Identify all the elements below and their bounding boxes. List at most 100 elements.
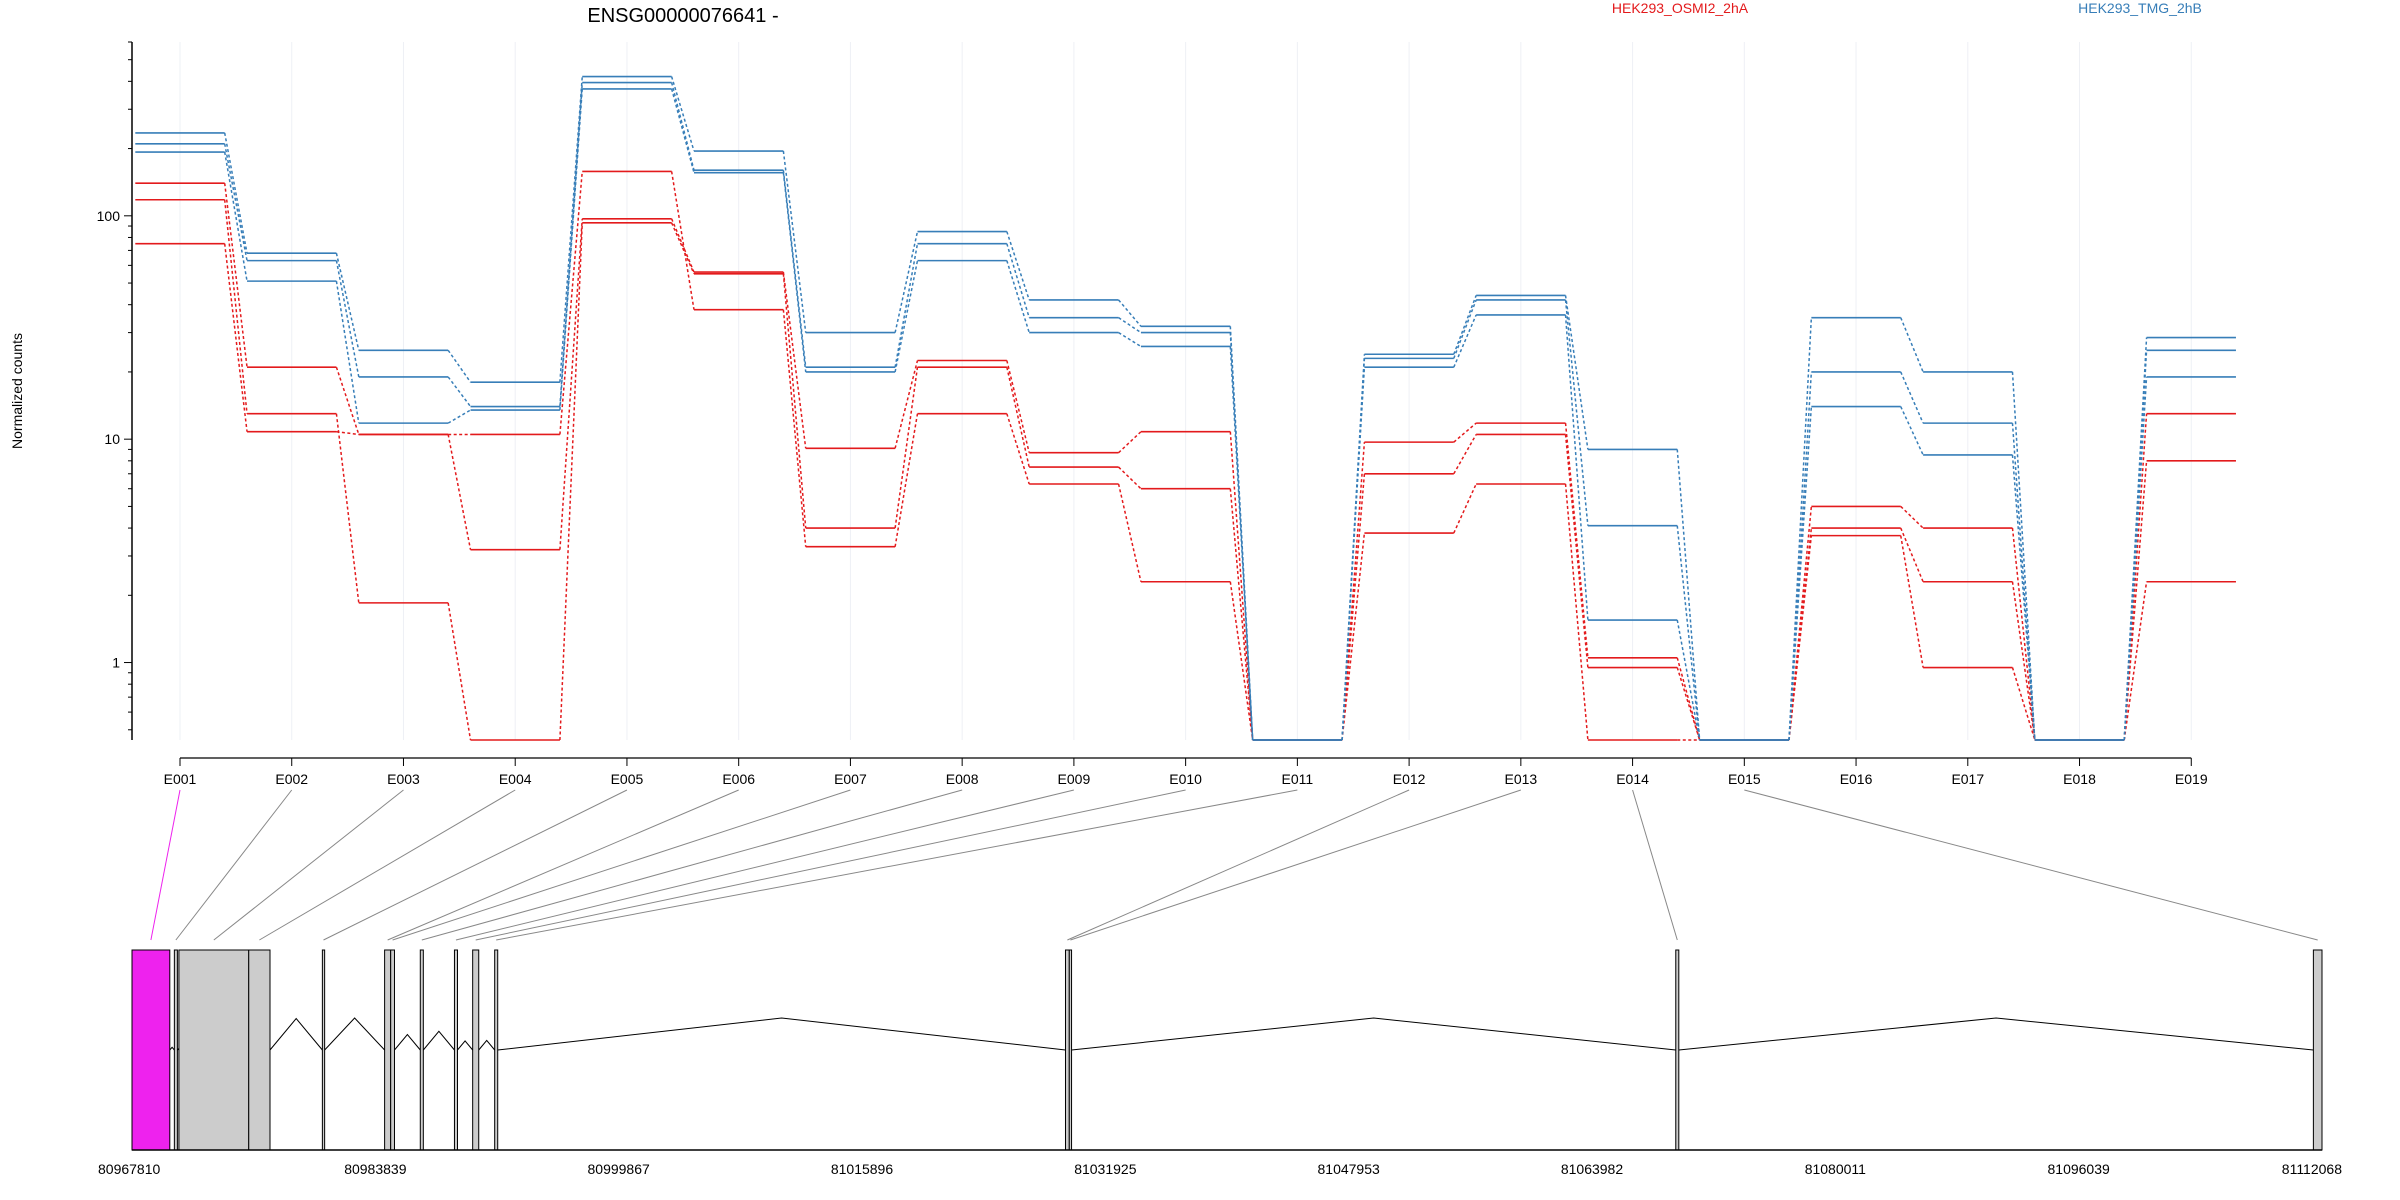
exon-connector xyxy=(1070,789,1522,941)
exon-count-connector xyxy=(1900,371,1924,424)
exon-count-connector xyxy=(1453,299,1477,359)
exon-box xyxy=(390,949,395,1151)
intron-line xyxy=(1678,1017,2314,1051)
genomic-axis: 80967810 80983839 80999867 81015896 81031925… xyxy=(98,1149,2342,1177)
exon-tick-label: E003 xyxy=(387,771,420,787)
exon-connector xyxy=(455,789,1075,941)
genomic-tick-label: 81015896 xyxy=(831,1161,894,1177)
exon-count-connector xyxy=(1453,295,1477,355)
exon-tick-label: E016 xyxy=(1840,771,1873,787)
exon-count-connector xyxy=(1900,527,1924,583)
genomic-tick-label: 80999867 xyxy=(588,1161,651,1177)
exon-count-connector xyxy=(223,183,248,368)
exon-box xyxy=(453,949,458,1151)
exon-count-connector xyxy=(335,281,360,424)
exon-connector xyxy=(323,789,628,941)
exon-count-connector xyxy=(2011,371,2036,741)
y-axis-label: Normalized counts xyxy=(9,333,25,449)
exon-boxes xyxy=(131,949,2323,1151)
exon-count-connector xyxy=(670,222,695,275)
legend-entry: HEK293_OSMI2_2hA xyxy=(1612,0,1749,16)
exon-connector xyxy=(421,789,963,941)
exon-count-connector xyxy=(1900,505,1924,529)
exon-count-connector xyxy=(1453,483,1477,534)
exon-connector xyxy=(1632,789,1678,941)
intron-line xyxy=(1071,1017,1676,1051)
exon-box xyxy=(472,949,480,1151)
exon-count-connector xyxy=(1118,317,1142,334)
exon-count-connector xyxy=(335,260,360,378)
gene-model-panel: 80967810 80983839 80999867 81015896 81031925… xyxy=(98,949,2342,1177)
exon-count-connector xyxy=(447,602,472,741)
exon-count-connector xyxy=(894,360,919,449)
exon-count-connector xyxy=(670,82,695,171)
exon-count-connector xyxy=(223,132,248,254)
intron-line xyxy=(324,1017,385,1051)
exon-tick-label: E019 xyxy=(2175,771,2208,787)
exon-count-connector xyxy=(1117,483,1142,582)
y-axis: 1 10 100 xyxy=(97,41,133,740)
exon-count-connector xyxy=(1788,317,1813,741)
exon-count-connector xyxy=(1118,299,1142,327)
exon-count-connector xyxy=(1006,413,1030,485)
exon-count-connector xyxy=(670,171,695,310)
exon-count-connector xyxy=(1341,473,1366,741)
legend-entry: HEK293_TMG_2hB xyxy=(2078,0,2202,16)
exon-count-connector xyxy=(2011,581,2036,741)
exon-count-connector xyxy=(1453,314,1477,368)
genomic-tick-label: 81063982 xyxy=(1561,1161,1624,1177)
exon-tick-label: E008 xyxy=(946,771,979,787)
exon-count-connector xyxy=(559,222,584,741)
y-tick-label: 1 xyxy=(112,655,120,671)
exon-count-connector xyxy=(335,253,360,351)
exon-count-connector xyxy=(1341,532,1366,741)
exon-box xyxy=(131,949,171,1151)
exon-count-connector xyxy=(894,231,919,333)
exon-connector xyxy=(392,789,851,941)
exon-box xyxy=(384,949,392,1151)
exon-connectors xyxy=(150,789,2318,941)
exon-connector xyxy=(150,789,181,941)
exon-count-connector xyxy=(670,76,695,152)
intron-line xyxy=(497,1017,1066,1051)
exon-count-connector xyxy=(1900,406,1924,456)
exon-box xyxy=(1675,949,1680,1151)
exon-count-connector xyxy=(670,218,695,273)
exon-count-connector xyxy=(1676,667,1701,741)
exon-count-connector xyxy=(1229,488,1254,741)
exon-count-connector xyxy=(782,172,807,373)
exon-count-connector xyxy=(1229,332,1254,741)
intron-lines xyxy=(169,1017,2314,1051)
exon-count-connector xyxy=(2123,350,2148,741)
exon-count-connector xyxy=(559,76,584,383)
exon-count-connector xyxy=(1229,431,1254,741)
exon-count-connector xyxy=(1118,331,1142,348)
exon-tick-label: E015 xyxy=(1728,771,1761,787)
exon-connector xyxy=(1067,789,1410,941)
exon-count-connector xyxy=(1676,619,1701,741)
exon-tick-label: E012 xyxy=(1393,771,1426,787)
intron-line xyxy=(169,1046,175,1051)
exon-tick-label: E010 xyxy=(1169,771,1202,787)
exon-connector xyxy=(496,789,1298,941)
exon-count-connector xyxy=(1788,406,1813,741)
exon-count-connector xyxy=(336,430,359,436)
genomic-tick-label: 81080011 xyxy=(1805,1161,1866,1177)
exon-box xyxy=(173,949,178,1151)
exon-connector xyxy=(387,789,739,941)
exon-count-connector xyxy=(1341,367,1366,741)
exon-count-connector xyxy=(894,260,919,373)
exon-tick-label: E002 xyxy=(275,771,308,787)
series-HEK293_TMG_2hB xyxy=(135,88,2236,741)
exon-count-connector xyxy=(1229,581,1254,741)
exon-count-connector xyxy=(447,434,472,550)
exon-count-connector xyxy=(1453,434,1477,475)
exon-count-connector xyxy=(782,309,807,547)
exon-connector xyxy=(259,789,516,941)
exon-count-connector xyxy=(223,243,248,432)
exon-tick-label: E001 xyxy=(164,771,197,787)
genomic-tick-label: 81112068 xyxy=(2282,1161,2342,1177)
exon-connector xyxy=(175,789,293,941)
exon-box xyxy=(178,949,250,1151)
